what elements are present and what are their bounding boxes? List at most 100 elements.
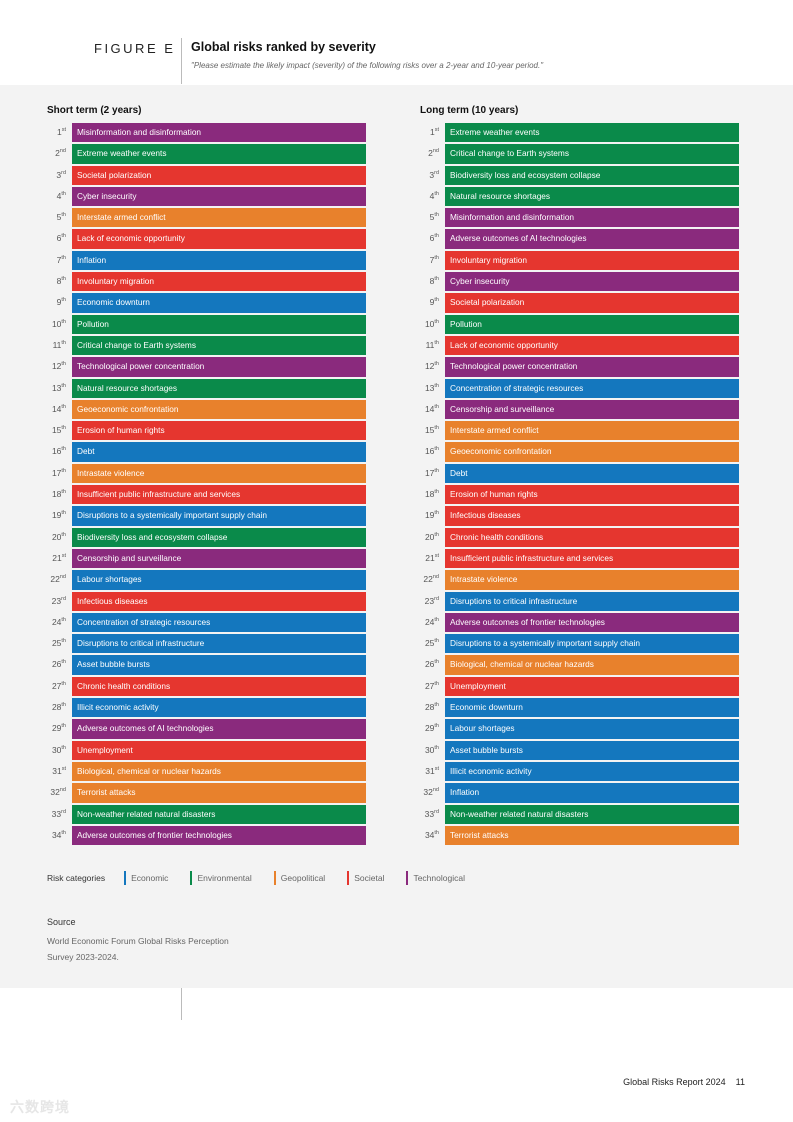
rank-suffix: th (434, 617, 439, 623)
rank-suffix: th (61, 446, 66, 453)
rank-label: 30th (419, 740, 443, 761)
rank-label: 31st (46, 761, 70, 782)
short-term-row: 24th Concentration of strategic resources (46, 612, 366, 633)
rank-label: 22nd (419, 569, 443, 590)
rank-number: 7 (429, 254, 435, 265)
rank-suffix: rd (434, 595, 439, 602)
rank-suffix: th (61, 233, 66, 240)
risk-bar-economic: Asset bubble bursts (72, 655, 366, 675)
rank-suffix: th (61, 659, 66, 666)
rank-number: 12 (51, 361, 62, 372)
rank-number: 29 (424, 723, 435, 734)
rank-suffix: th (61, 467, 66, 474)
short-term-row: 23rd Infectious diseases (46, 591, 366, 612)
legend-swatch (124, 871, 127, 885)
rank-label: 4th (419, 186, 443, 207)
rank-number: 6 (429, 233, 435, 244)
rank-label: 25th (419, 633, 443, 654)
rank-suffix: th (61, 276, 66, 283)
rank-number: 4 (429, 190, 435, 201)
rank-label: 8th (46, 271, 70, 292)
rank-number: 7 (56, 254, 62, 265)
rank-label: 14th (419, 399, 443, 420)
rank-label: 1st (419, 122, 443, 143)
short-term-row: 18th Insufficient public infrastructure a… (46, 484, 366, 505)
rank-number: 29 (51, 723, 62, 734)
rank-suffix: th (434, 276, 439, 283)
rank-suffix: nd (59, 787, 66, 794)
rank-label: 27th (46, 676, 70, 697)
risk-bar-economic: Disruptions to a systemically important … (445, 634, 739, 654)
figure-subtitle: "Please estimate the likely impact (seve… (191, 61, 544, 70)
long-term-row: 22nd Intrastate violence (419, 569, 739, 590)
legend-item-technological: Technological (406, 871, 465, 885)
rank-number: 15 (424, 425, 435, 436)
short-term-row: 31st Biological, chemical or nuclear haza… (46, 761, 366, 782)
risk-bar-economic: Asset bubble bursts (445, 740, 739, 760)
short-term-row: 29th Adverse outcomes of AI technologies (46, 718, 366, 739)
short-term-title: Short term (2 years) (47, 105, 142, 116)
short-term-row: 1st Misinformation and disinformation (46, 122, 366, 143)
rank-label: 31st (419, 761, 443, 782)
risk-bar-economic: Disruptions to critical infrastructure (445, 591, 739, 611)
risk-bar-environmental: Natural resource shortages (445, 186, 739, 207)
rank-number: 31 (52, 765, 62, 776)
risk-bar-geopolitical: Interstate armed conflict (72, 208, 366, 228)
risk-bar-technological: Censorship and surveillance (445, 399, 739, 420)
rank-label: 13th (419, 378, 443, 399)
long-term-row: 17th Debt (419, 463, 739, 484)
rank-label: 15th (46, 420, 70, 441)
rank-label: 2nd (46, 143, 70, 164)
risk-bar-economic: Disruptions to a systemically important … (72, 506, 366, 526)
rank-label: 24th (46, 612, 70, 633)
rank-suffix: nd (432, 787, 439, 794)
rank-suffix: nd (59, 148, 66, 155)
rank-suffix: st (61, 553, 66, 560)
rank-suffix: rd (61, 169, 66, 176)
risk-bar-technological: Adverse outcomes of frontier technologie… (445, 612, 739, 633)
long-term-row: 24th Adverse outcomes of frontier technol… (419, 612, 739, 633)
rank-suffix: th (434, 659, 439, 666)
report-name: Global Risks Report 2024 (623, 1077, 726, 1087)
rank-number: 21 (52, 552, 62, 563)
long-term-row: 4th Natural resource shortages (419, 186, 739, 207)
rank-number: 9 (56, 297, 62, 308)
legend-swatch (347, 871, 350, 885)
long-term-row: 14th Censorship and surveillance (419, 399, 739, 420)
rank-number: 23 (424, 595, 435, 606)
rank-label: 3rd (419, 165, 443, 186)
legend-label: Technological (413, 873, 465, 883)
rank-number: 25 (424, 638, 435, 649)
risk-bar-economic: Economic downturn (445, 698, 739, 718)
rank-number: 18 (51, 489, 62, 500)
risk-bar-technological: Adverse outcomes of AI technologies (72, 719, 366, 739)
risk-bar-technological: Cyber insecurity (445, 272, 739, 292)
rank-suffix: th (434, 382, 439, 389)
rank-number: 13 (51, 382, 62, 393)
risk-bar-economic: Inflation (72, 250, 366, 271)
rank-number: 27 (424, 680, 435, 691)
legend: Risk categories Economic Environmental Geo… (47, 870, 487, 886)
rank-label: 16th (419, 441, 443, 462)
rank-label: 29th (46, 718, 70, 739)
long-term-row: 16th Geoeconomic confrontation (419, 441, 739, 462)
risk-bar-societal: Erosion of human rights (445, 485, 739, 505)
source-text: World Economic Forum Global Risks Percep… (47, 936, 229, 962)
page-number: 11 (735, 1077, 745, 1087)
rank-suffix: nd (59, 574, 66, 581)
rank-number: 34 (424, 829, 435, 840)
long-term-row: 31st Illicit economic activity (419, 761, 739, 782)
rank-suffix: th (434, 212, 439, 219)
rank-number: 3 (56, 169, 62, 180)
rank-label: 1st (46, 122, 70, 143)
risk-bar-technological: Misinformation and disinformation (445, 208, 739, 228)
long-term-list: 1st Extreme weather events 2nd Critical cha… (419, 122, 739, 846)
rank-label: 11th (419, 335, 443, 356)
long-term-row: 32nd Inflation (419, 782, 739, 803)
risk-bar-societal: Insufficient public infrastructure and s… (445, 548, 739, 569)
rank-label: 14th (46, 399, 70, 420)
rank-number: 26 (424, 659, 435, 670)
risk-bar-technological: Technological power concentration (445, 357, 739, 377)
rank-label: 18th (419, 484, 443, 505)
rank-suffix: th (434, 531, 439, 538)
